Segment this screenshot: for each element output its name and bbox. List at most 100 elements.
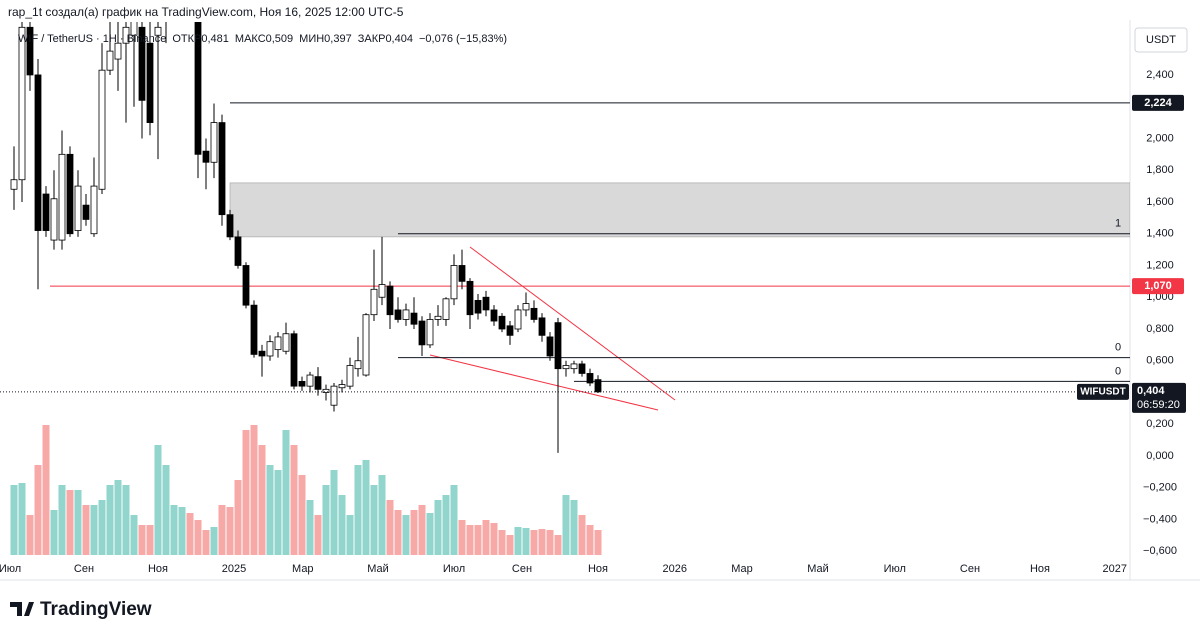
volume-bar: [410, 510, 418, 555]
candle-body: [98, 69, 106, 190]
candle-body: [530, 307, 538, 320]
last-price-box: [1132, 382, 1186, 413]
candle-body: [378, 284, 386, 298]
volume-bar: [242, 430, 250, 555]
volume-bar: [186, 513, 194, 555]
volume-bar: [122, 485, 130, 555]
symbol-tag: WIFUSDT: [1080, 387, 1126, 398]
volume-bar: [530, 530, 538, 555]
last-price-label: 0,404: [1137, 385, 1165, 397]
candle-body: [274, 336, 282, 351]
candle-body: [594, 379, 602, 393]
volume-bar: [130, 515, 138, 555]
plot: [0, 22, 1130, 555]
x-tick-label: Сен: [74, 563, 94, 575]
candle-body: [130, 22, 138, 36]
volume-bar: [90, 505, 98, 555]
y-tick-label: −0,400: [1143, 513, 1177, 525]
volume-bar: [234, 480, 242, 555]
candle-body: [306, 374, 314, 387]
volume-bar: [386, 500, 394, 555]
volume-bar: [482, 520, 490, 555]
zone: [229, 182, 1130, 238]
y-tick-label: 0,800: [1146, 323, 1174, 335]
y-tick-label: 1,400: [1146, 228, 1174, 240]
candle-body: [418, 320, 426, 346]
volume-bar: [314, 515, 322, 555]
candle-body: [18, 26, 26, 181]
volume-bar: [50, 510, 58, 555]
y-tick-label: 1,000: [1146, 291, 1174, 303]
candle-body: [218, 122, 226, 216]
price-label-box: [1132, 278, 1184, 295]
volume-bar: [170, 505, 178, 555]
logo: TradingView: [40, 599, 152, 620]
y-tick-label: 2,000: [1146, 132, 1174, 144]
volume-bar: [106, 485, 114, 555]
volume-bar: [98, 500, 106, 555]
candle-body: [346, 365, 354, 387]
volume-bar: [202, 530, 210, 555]
x-tick-label: Май: [807, 563, 829, 575]
volume-bar: [562, 495, 570, 555]
candle-body: [546, 336, 554, 357]
x-tick-label: Ноя: [148, 563, 168, 575]
candle-body: [34, 74, 42, 231]
x-tick-label: Июл: [0, 563, 21, 575]
candle-body: [458, 265, 466, 282]
candle-body: [210, 122, 218, 163]
volume-bar: [266, 465, 274, 555]
volume-bar: [18, 483, 26, 555]
candle-body: [394, 309, 402, 320]
candle-body: [466, 280, 474, 316]
x-tick-label: Ноя: [588, 563, 608, 575]
volume-bar: [34, 465, 42, 555]
candle-body: [82, 204, 90, 220]
candle-body: [202, 150, 210, 163]
candle-body: [290, 333, 298, 387]
volume-bar: [474, 525, 482, 555]
candle-body: [370, 288, 378, 316]
y-tick-label: 0,200: [1146, 418, 1174, 430]
y-tick-label: 1,600: [1146, 196, 1174, 208]
candle-body: [298, 380, 306, 387]
x-tick-label: 2025: [222, 563, 246, 575]
candle-body: [586, 373, 594, 384]
volume-bar: [538, 529, 546, 555]
currency-button[interactable]: [1134, 27, 1188, 53]
currency[interactable]: USDT: [1146, 34, 1176, 46]
x-axis: Июл Сен Ноя 2025 Мар Май Июл Сен Ноя 2026 Мар Май Ию…: [0, 563, 1127, 575]
candle-body: [42, 193, 50, 231]
volume-bar: [162, 465, 170, 555]
volume-bar: [282, 430, 290, 555]
symbol: WIF / TetherUS · 1Н · Binance: [18, 33, 166, 45]
candle-body: [226, 214, 234, 238]
volume-bar: [346, 515, 354, 555]
volume-bar: [274, 470, 282, 555]
candle-body: [266, 341, 274, 357]
volume-bar: [290, 445, 298, 555]
volume-bar: [194, 520, 202, 555]
candle-body: [194, 22, 202, 155]
candle-body: [362, 314, 370, 376]
candle-body: [234, 236, 242, 266]
volume-bar: [370, 485, 378, 555]
candle-body: [242, 265, 250, 306]
ohlc-value: ЗАКР0,404: [358, 33, 413, 45]
candle-body: [122, 26, 130, 44]
volume-bar: [546, 530, 554, 555]
volume-bar: [218, 505, 226, 555]
volume-bar: [74, 490, 82, 555]
volume-bar: [466, 525, 474, 555]
fib-label: 0: [1115, 365, 1121, 377]
volume-bar: [362, 460, 370, 555]
price-label-box: [1132, 94, 1184, 111]
volume-bar: [226, 507, 234, 555]
candle-body: [322, 388, 330, 393]
candle-body: [522, 303, 530, 311]
volume-bar: [418, 505, 426, 555]
volume-bar: [66, 490, 74, 555]
candle-body: [138, 26, 146, 101]
candle-body: [538, 317, 546, 336]
candle-body: [250, 304, 258, 355]
